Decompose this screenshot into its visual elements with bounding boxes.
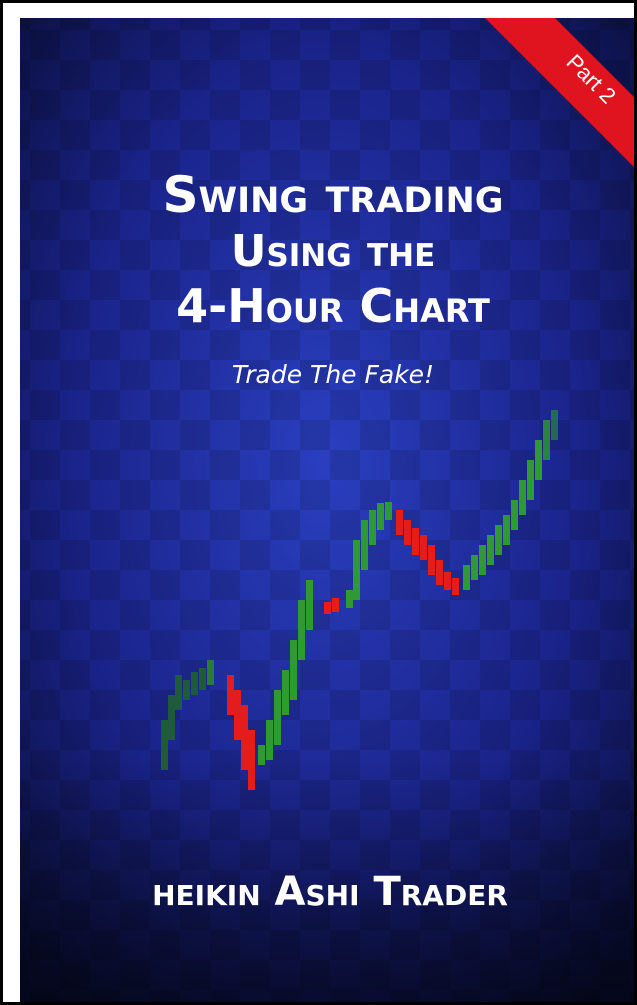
title-line: 4-Hour Chart bbox=[176, 279, 490, 333]
book-cover-page: Part 2 Swing trading Using the 4-Hour Ch… bbox=[0, 0, 637, 1005]
title-line: Swing trading bbox=[162, 166, 503, 224]
author: heikin Ashi Trader bbox=[152, 869, 508, 915]
subtitle: Trade The Fake! bbox=[232, 360, 434, 389]
title-line: Using the bbox=[231, 226, 436, 277]
